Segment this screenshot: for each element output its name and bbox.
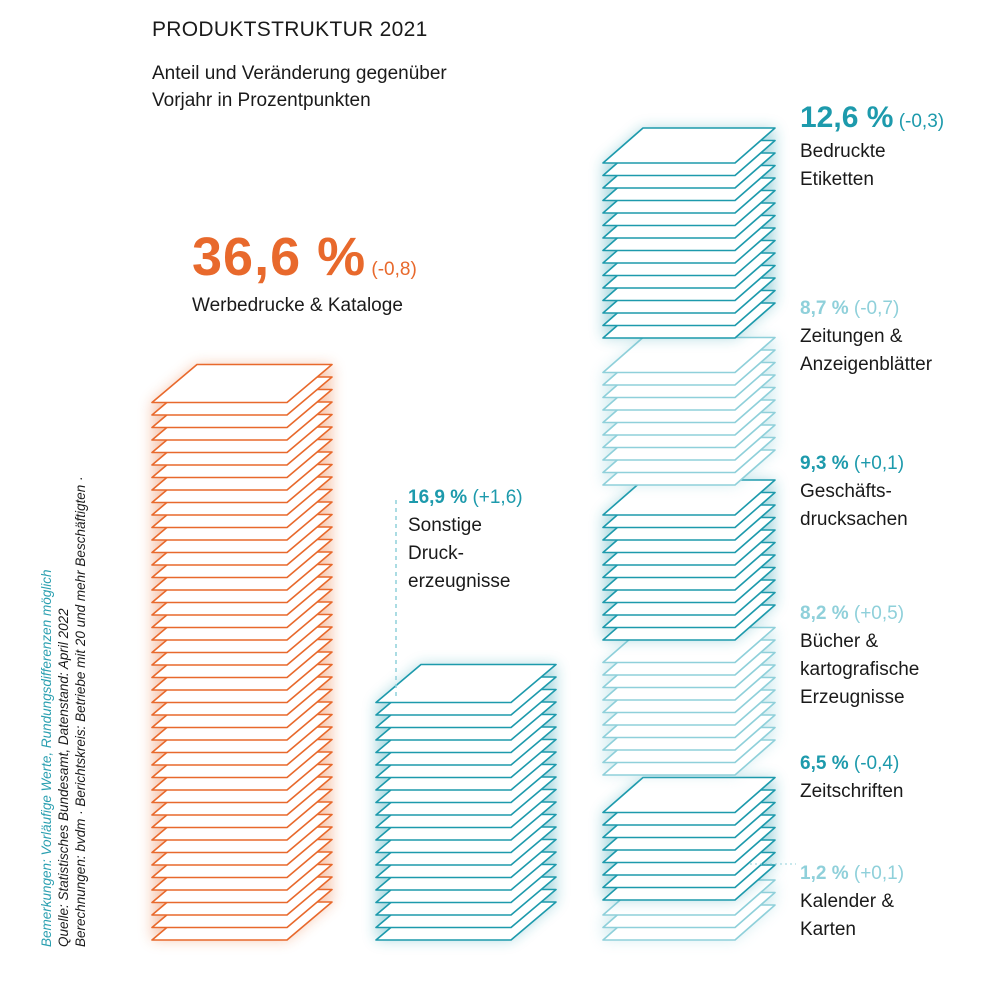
zeitschriften-share: 6,5 % — [800, 753, 849, 774]
buecher-change: (+0,5) — [853, 603, 905, 624]
label-etiketten: 12,6 % (-0,3) Bedruckte Etiketten — [800, 98, 944, 194]
stack-top-sheet-zeitschriften — [602, 776, 776, 814]
stack-buecher — [602, 626, 776, 776]
geschaeft-name-2: drucksachen — [800, 509, 908, 530]
stack-top-sheet-werbe — [151, 363, 333, 404]
etiketten-name-1: Bedruckte — [800, 141, 886, 162]
sonstige-name-1: Sonstige — [408, 515, 482, 536]
notes-source: Quelle: Statistisches Bundesamt, Datenst… — [56, 608, 71, 947]
zeitungen-name-2: Anzeigenblätter — [800, 354, 933, 375]
stack-etiketten — [602, 127, 776, 339]
sonstige-name-3: erzeugnisse — [408, 571, 511, 592]
sonstige-name-2: Druck- — [408, 543, 464, 564]
werbedrucke-name: Werbedrucke & Kataloge — [192, 295, 403, 316]
notes-calculation: Berechnungen: bvdm · Berichtskreis: Betr… — [73, 476, 88, 947]
zeitschriften-name-1: Zeitschriften — [800, 781, 904, 802]
stack-werbe — [151, 363, 333, 941]
etiketten-share: 12,6 % — [800, 101, 894, 134]
paper-stacks — [151, 127, 776, 941]
kalender-name-1: Kalender & — [800, 891, 895, 912]
stack-top-sheet-geschaeft — [602, 479, 776, 516]
stack-sonstige — [375, 663, 557, 941]
etiketten-name-2: Etiketten — [800, 169, 874, 190]
zeitungen-change: (-0,7) — [853, 298, 900, 319]
kalender-change: (+0,1) — [853, 863, 905, 884]
label-geschaeftsdrucksachen: 9,3 % (+0,1) Geschäfts- drucksachen — [800, 450, 908, 534]
label-zeitschriften: 6,5 % (-0,4) Zeitschriften — [800, 750, 903, 806]
zeitungen-share: 8,7 % — [800, 298, 849, 319]
geschaeft-change: (+0,1) — [853, 453, 905, 474]
stack-top-sheet-sonstige — [375, 663, 557, 704]
kalender-name-2: Karten — [800, 919, 856, 940]
zeitungen-name-1: Zeitungen & — [800, 326, 903, 347]
buecher-name-1: Bücher & — [800, 631, 879, 652]
label-werbedrucke: 36,6 % (-0,8) Werbedrucke & Kataloge — [192, 224, 417, 320]
stack-top-sheet-etiketten — [602, 127, 776, 164]
label-zeitungen: 8,7 % (-0,7) Zeitungen & Anzeigenblätter — [800, 295, 932, 379]
sonstige-change: (+1,6) — [472, 487, 523, 508]
stack-top-sheet-zeitungen — [602, 336, 776, 374]
werbedrucke-change: (-0,8) — [371, 259, 417, 280]
stack-zeitungen — [602, 336, 776, 486]
etiketten-change: (-0,3) — [898, 111, 945, 132]
buecher-name-2: kartografische — [800, 659, 920, 680]
stack-geschaeft — [602, 479, 776, 641]
chart-subtitle: Anteil und Veränderung gegenüber Vorjahr… — [152, 63, 447, 111]
notes-remarks: Bemerkungen: Vorläufige Werte, Rundungsd… — [39, 569, 54, 947]
buecher-share: 8,2 % — [800, 603, 849, 624]
zeitschriften-change: (-0,4) — [853, 753, 900, 774]
label-kalender: 1,2 % (+0,1) Kalender & Karten — [800, 860, 904, 944]
label-sonstige: 16,9 % (+1,6) Sonstige Druck- erzeugniss… — [408, 484, 523, 596]
label-buecher: 8,2 % (+0,5) Bücher & kartografische Erz… — [800, 600, 919, 712]
chart-title: PRODUKTSTRUKTUR 2021 — [152, 18, 428, 41]
geschaeft-name-1: Geschäfts- — [800, 481, 892, 502]
geschaeft-share: 9,3 % — [800, 453, 849, 474]
buecher-name-3: Erzeugnisse — [800, 687, 905, 708]
werbedrucke-share: 36,6 % — [192, 227, 367, 287]
source-notes: Bemerkungen: Vorläufige Werte, Rundungsd… — [38, 287, 89, 947]
stack-zeitschriften — [602, 776, 776, 901]
kalender-share: 1,2 % — [800, 863, 849, 884]
sonstige-share: 16,9 % — [408, 487, 468, 508]
